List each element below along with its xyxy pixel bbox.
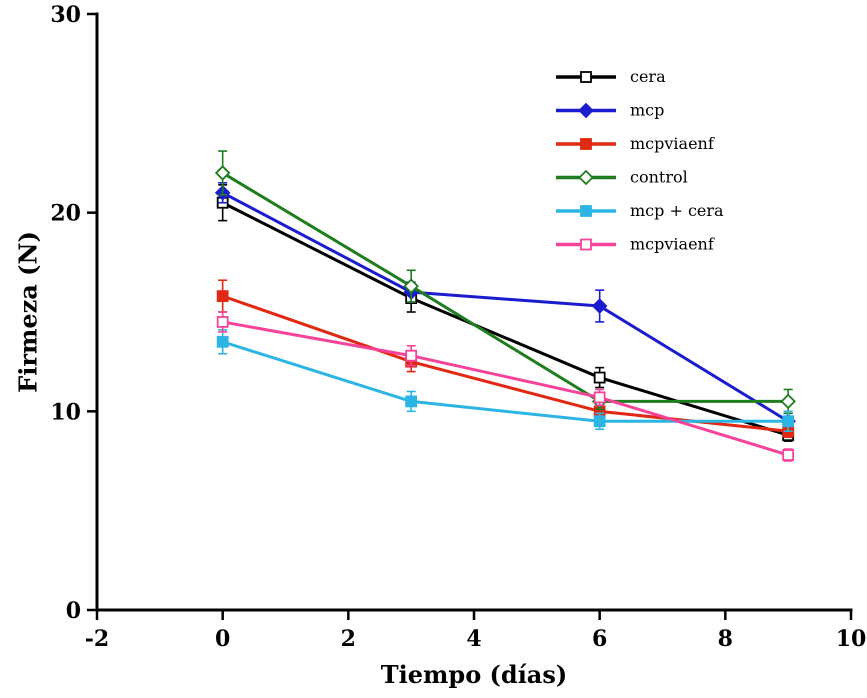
series-line: [222, 320, 789, 457]
y-tick-label: 10: [50, 399, 81, 425]
legend-item-control-3: control: [556, 168, 688, 187]
y-axis-title: Firmeza (N): [13, 231, 43, 393]
legend-label: control: [630, 168, 688, 187]
legend-item-mcpviaenf-2: mcpviaenf: [556, 134, 715, 153]
x-axis-title: Tiempo (días): [380, 660, 568, 689]
series-mcpviaenf-5: [216, 311, 795, 462]
legend-item-mcp-cera-4: mcp + cera: [556, 201, 724, 220]
y-tick-label: 20: [50, 201, 81, 227]
legend-item-cera-0: cera: [556, 67, 666, 86]
series-line: [221, 171, 789, 403]
x-tick-label: 4: [466, 626, 481, 652]
marker-square-filled: [593, 415, 606, 428]
x-tick-label: 8: [718, 626, 733, 652]
marker-square-filled: [405, 395, 418, 408]
legend-label: mcp: [630, 101, 664, 120]
legend-label: mcp + cera: [630, 201, 724, 220]
marker-square-open: [782, 449, 795, 461]
marker-square-filled: [580, 205, 592, 217]
series-control-3: [214, 150, 796, 415]
marker-square-filled: [216, 290, 229, 303]
series-line: [221, 191, 789, 423]
marker-square-open: [593, 371, 606, 384]
x-tick-label: 10: [836, 626, 867, 652]
series-line: [222, 340, 789, 423]
x-tick-label: -2: [85, 626, 109, 652]
y-tick-label: 0: [66, 598, 81, 624]
marker-square-open: [593, 391, 606, 404]
legend-item-mcp-1: mcp: [556, 101, 664, 120]
marker-diamond-filled: [591, 298, 608, 314]
marker-square-open: [405, 349, 418, 362]
series-line: [221, 201, 789, 437]
legend-label: mcpviaenf: [630, 235, 715, 254]
x-tick-label: 0: [215, 626, 230, 652]
marker-diamond-open: [214, 165, 231, 181]
marker-square-open: [580, 71, 592, 83]
legend-label: mcpviaenf: [630, 134, 715, 153]
series-mcpviaenf-2: [216, 279, 795, 438]
marker-square-open: [216, 316, 229, 328]
marker-square-filled: [782, 415, 795, 428]
series-mcp-cera-4: [216, 329, 795, 433]
marker-square-filled: [216, 335, 229, 348]
legend-item-mcpviaenf-5: mcpviaenf: [556, 235, 715, 254]
legend: cera mcp mcpviaenf control mcp + cera mcpviae…: [556, 67, 724, 254]
marker-diamond-open: [780, 393, 796, 410]
x-tick-label: 2: [341, 626, 356, 652]
x-tick-label: 6: [592, 626, 607, 652]
marker-diamond-open: [403, 278, 419, 294]
legend-label: cera: [630, 67, 666, 86]
marker-diamond-filled: [578, 102, 594, 119]
marker-diamond-open: [578, 169, 594, 186]
y-tick-label: 30: [50, 2, 81, 28]
marker-square-open: [580, 238, 592, 251]
marker-square-filled: [580, 138, 592, 150]
